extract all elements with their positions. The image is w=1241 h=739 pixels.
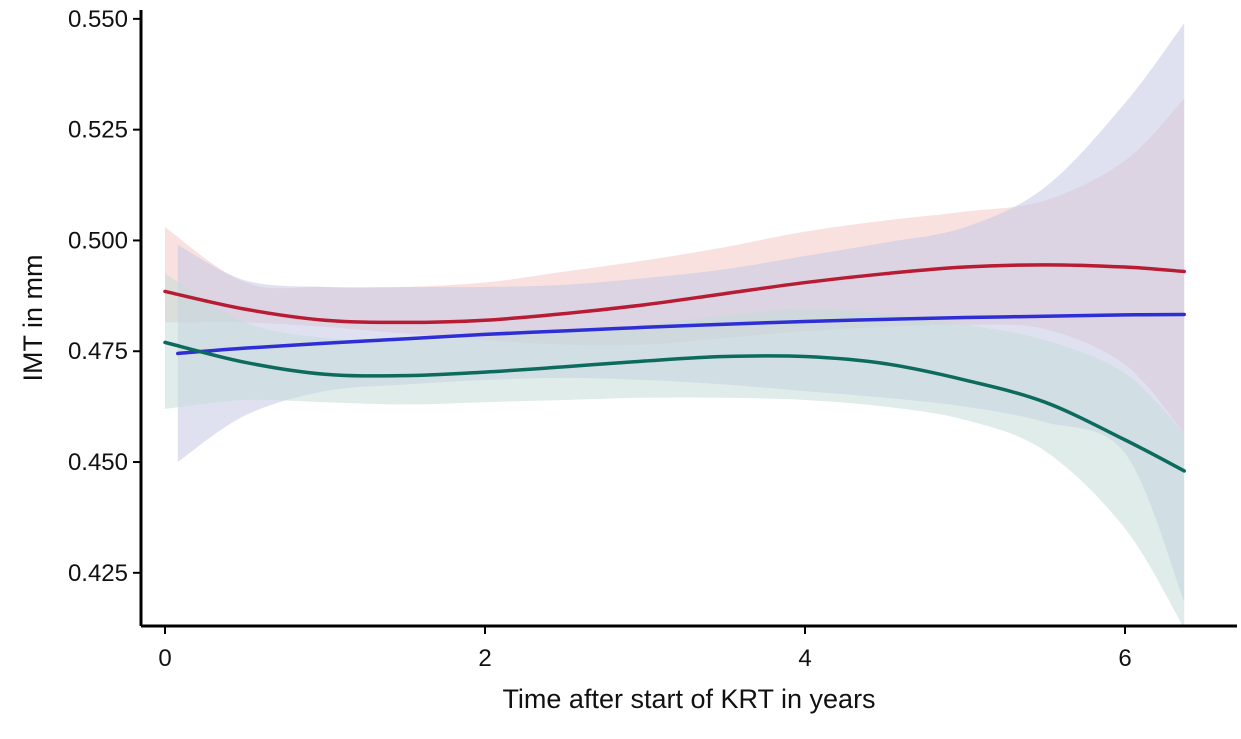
y-tick-label: 0.550 — [68, 6, 128, 33]
axes: 0.425 0.450 0.475 0.500 0.525 0.550 0 2 4 6 — [68, 6, 1237, 672]
x-tick-label: 0 — [158, 645, 171, 672]
trend-line-1 — [163, 263, 1186, 325]
y-tick-label: 0.525 — [68, 117, 128, 144]
confidence-bands — [165, 23, 1185, 629]
y-tick-label: 0.475 — [68, 338, 128, 365]
trend-line-3 — [163, 340, 1186, 473]
x-tick-label: 6 — [1118, 645, 1131, 672]
x-axis-ticks: 0 2 4 6 — [158, 626, 1132, 672]
confidence-band-2 — [177, 23, 1185, 602]
y-tick-label: 0.500 — [68, 227, 128, 254]
x-tick-label: 4 — [798, 645, 811, 672]
confidence-band-3 — [165, 273, 1185, 629]
trend-line-2 — [176, 312, 1186, 356]
y-tick-label: 0.425 — [68, 560, 128, 587]
confidence-band-1 — [165, 98, 1185, 434]
y-axis-ticks: 0.425 0.450 0.475 0.500 0.525 0.550 — [68, 6, 141, 587]
x-tick-label: 2 — [478, 645, 491, 672]
y-axis-title: IMT in mm — [18, 255, 48, 382]
trend-lines — [163, 263, 1186, 473]
x-axis-title: Time after start of KRT in years — [502, 684, 875, 714]
y-tick-label: 0.450 — [68, 449, 128, 476]
